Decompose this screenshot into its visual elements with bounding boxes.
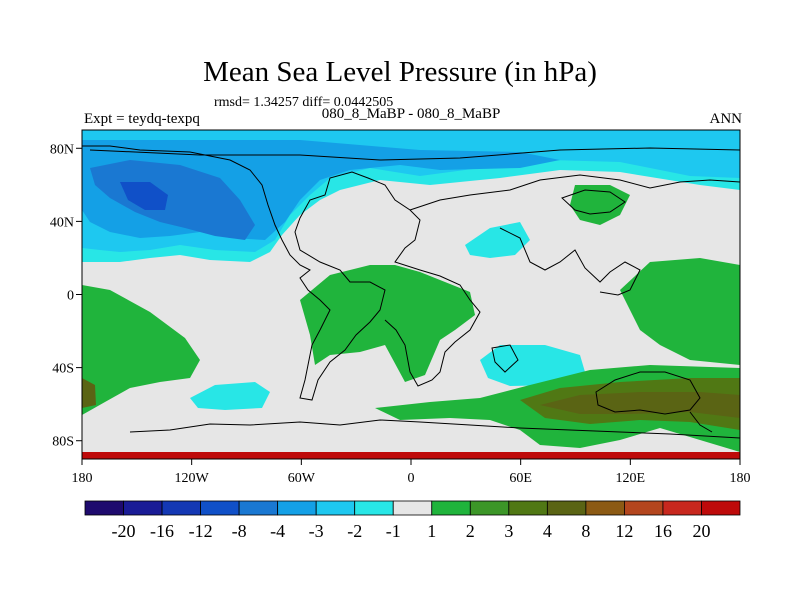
region-minus8-north <box>120 182 168 210</box>
region-minus1-indian <box>480 345 585 386</box>
colorbar-swatch <box>277 500 317 516</box>
map-title: Mean Sea Level Pressure (in hPa) <box>203 56 597 88</box>
region-plus1-eastpacific <box>82 285 200 415</box>
colorbar-label: -16 <box>150 521 174 541</box>
latitude-axis: 80N 40N 0 40S 80S <box>50 142 82 450</box>
colorbar-label: -1 <box>386 521 401 541</box>
anomaly-field <box>82 130 740 459</box>
colorbar-label: 2 <box>466 521 475 541</box>
lat-tick-label: 80S <box>52 435 74 450</box>
colorbar: -20 -16 -12 -8 -4 -3 -2 -1 1 2 3 4 8 12 16 20 <box>84 500 741 541</box>
colorbar-label: -2 <box>347 521 362 541</box>
colorbar-swatch <box>238 500 279 516</box>
colorbar-swatch <box>546 500 587 516</box>
colorbar-label: -12 <box>189 521 213 541</box>
colorbar-swatch <box>701 500 741 516</box>
colorbar-swatch <box>161 500 201 516</box>
colorbar-label: 16 <box>654 521 672 541</box>
colorbar-swatch <box>469 500 510 516</box>
lon-tick-label: 60E <box>509 471 532 486</box>
colorbar-swatch <box>431 500 471 516</box>
region-minus1-mideast <box>465 222 530 258</box>
region-plus4-southern-ocean <box>540 392 740 418</box>
region-minus4-north <box>90 160 255 240</box>
colorbar-label: 1 <box>427 521 436 541</box>
lon-tick-label: 180 <box>730 471 751 486</box>
colorbar-swatch <box>200 500 240 516</box>
colorbar-swatch <box>315 500 356 516</box>
case-label: 080_8_MaBP - 080_8_MaBP <box>321 106 501 122</box>
colorbar-swatch <box>585 500 625 516</box>
stats-line: rmsd= 1.34257 diff= 0.0442505 <box>214 95 394 110</box>
lat-tick-label: 40N <box>50 215 74 230</box>
region-plus20-south-pole <box>82 452 740 459</box>
colorbar-label: -20 <box>112 521 136 541</box>
colorbar-swatch <box>84 500 124 516</box>
region-plus1-westpacific <box>620 258 740 365</box>
colorbar-swatch <box>624 500 664 516</box>
lon-tick-label: 60W <box>288 471 316 486</box>
lat-tick-label: 80N <box>50 142 74 157</box>
colorbar-swatch <box>354 500 394 516</box>
colorbar-swatch <box>508 500 548 516</box>
longitude-axis: 180 120W 60W 0 60E 120E 180 <box>72 459 751 486</box>
colorbar-label: -8 <box>232 521 247 541</box>
region-plus4-west-edge <box>82 378 96 408</box>
colorbar-label: -4 <box>270 521 285 541</box>
experiment-label: Expt = teydq-texpq <box>84 111 200 127</box>
colorbar-label: 8 <box>581 521 590 541</box>
colorbar-label: 12 <box>615 521 633 541</box>
lon-tick-label: 180 <box>72 471 93 486</box>
lat-tick-label: 0 <box>67 289 74 304</box>
colorbar-label: 4 <box>543 521 552 541</box>
colorbar-label: -3 <box>309 521 324 541</box>
colorbar-label: 3 <box>504 521 513 541</box>
region-minus1-southpacific <box>190 382 270 410</box>
coastlines <box>82 145 740 439</box>
colorbar-swatch <box>392 500 433 516</box>
lat-tick-label: 40S <box>52 362 74 377</box>
season-label: ANN <box>709 111 743 127</box>
colorbar-label: 20 <box>692 521 710 541</box>
lon-tick-label: 0 <box>408 471 415 486</box>
lon-tick-label: 120W <box>175 471 210 486</box>
lon-tick-label: 120E <box>616 471 646 486</box>
colorbar-swatch <box>123 500 163 516</box>
colorbar-swatch <box>662 500 702 516</box>
region-plus1-atlantic-tropics <box>300 265 475 382</box>
